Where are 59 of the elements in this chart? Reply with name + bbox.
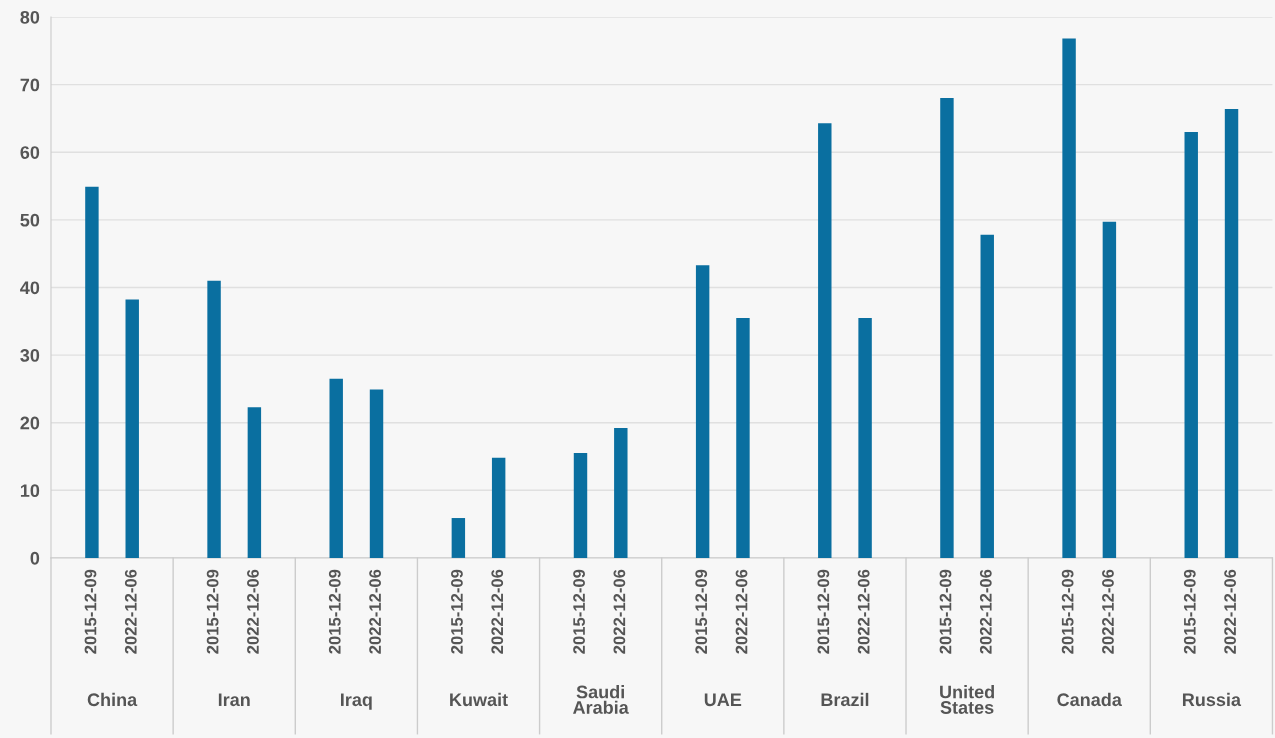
- bar: [1102, 221, 1117, 558]
- text: 2022-12-06: [491, 569, 504, 654]
- x-tick-label: China: [87, 692, 138, 707]
- x-tick-label: Saudi Arabia: [573, 685, 629, 714]
- text: 2015-12-09: [939, 569, 952, 654]
- bar: [207, 280, 221, 558]
- bar: [1062, 38, 1076, 558]
- bar: [491, 457, 506, 558]
- y-tick-label: 60: [20, 146, 40, 159]
- x-tick-label: Kuwait: [450, 692, 508, 707]
- bar: [85, 186, 99, 558]
- bar: [125, 299, 139, 558]
- bar: [1184, 131, 1198, 558]
- x-tick-label: Canada: [1057, 692, 1122, 707]
- x-tick-label: Russia: [1182, 692, 1242, 707]
- y-tick-label: 70: [20, 78, 40, 92]
- bar: [858, 317, 872, 558]
- text: 2022-12-06: [124, 569, 137, 654]
- y-tick-label: 30: [20, 349, 40, 362]
- y-tick-label: 0: [30, 551, 40, 565]
- bar: [369, 389, 384, 558]
- bar: [247, 407, 262, 558]
- y-tick-label: 50: [20, 213, 40, 227]
- x-tick-label: UAE: [704, 693, 742, 707]
- text: 2015-12-09: [1061, 569, 1074, 654]
- text: 2022-12-06: [613, 569, 626, 654]
- bar: [451, 518, 466, 558]
- y-tick-label: 10: [20, 484, 40, 498]
- bar: [818, 123, 832, 558]
- bar: [695, 265, 710, 558]
- x-tick-label: United States: [940, 685, 994, 714]
- text: 2015-12-09: [328, 569, 341, 654]
- text: 2015-12-09: [817, 569, 830, 654]
- text: 2015-12-09: [451, 569, 463, 654]
- y-tick-label: 20: [20, 416, 40, 430]
- text: 2022-12-06: [857, 569, 870, 654]
- y-tick-label: 40: [20, 281, 40, 295]
- text: 2015-12-09: [1183, 569, 1196, 654]
- text: 2015-12-09: [206, 569, 219, 654]
- y-tick-label: 80: [20, 10, 40, 24]
- text: 2022-12-06: [247, 569, 259, 654]
- text: 2022-12-06: [735, 569, 748, 654]
- bar: [1224, 108, 1239, 558]
- x-tick-label: Brazil: [821, 692, 869, 707]
- text: 2015-12-09: [84, 569, 97, 654]
- x-tick-label: Iraq: [341, 693, 372, 710]
- text: 2022-12-06: [1102, 569, 1114, 654]
- text: 2022-12-06: [369, 569, 381, 654]
- x-tick-label: Iran: [218, 693, 250, 707]
- text: 2022-12-06: [979, 569, 992, 654]
- bar: [980, 234, 994, 558]
- bar: [573, 453, 588, 558]
- bar: [614, 428, 628, 558]
- text: 2015-12-09: [695, 569, 708, 654]
- bar: [329, 378, 343, 558]
- bar: [940, 98, 954, 558]
- bar: [736, 317, 750, 558]
- text: 2022-12-06: [1224, 569, 1237, 654]
- text: 2015-12-09: [573, 569, 585, 654]
